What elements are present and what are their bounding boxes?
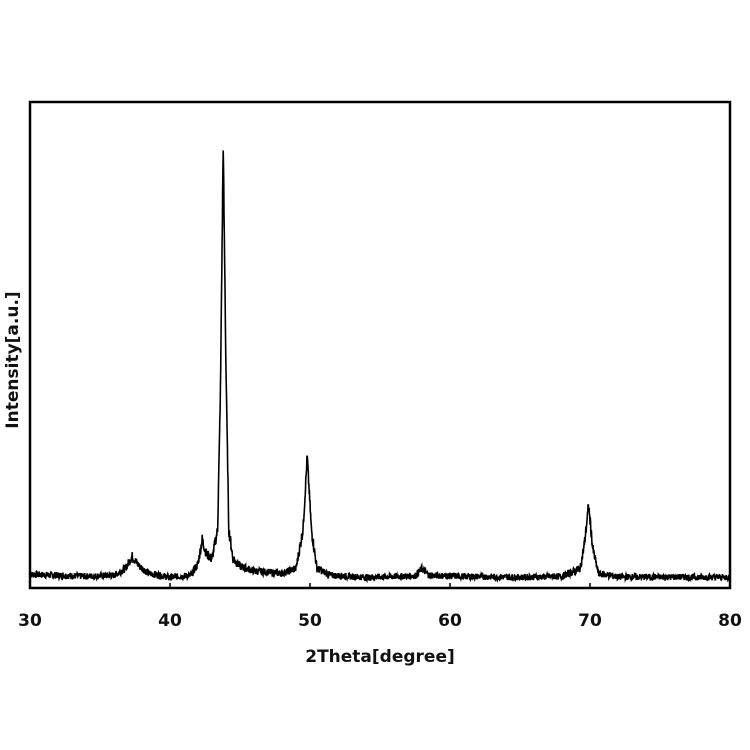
plot-frame: [28, 100, 732, 590]
x-tick-label: 80: [718, 611, 742, 631]
x-tick-label: 50: [298, 611, 322, 631]
xrd-pattern-line: [29, 150, 731, 584]
x-axis-label: 2Theta[degree]: [305, 647, 455, 667]
x-tick-label: 70: [578, 611, 602, 631]
x-tick-label: 60: [438, 611, 462, 631]
y-axis-label: Intensity[a.u.]: [3, 291, 23, 428]
x-tick-label: 30: [18, 611, 42, 631]
x-tick-label: 40: [158, 611, 182, 631]
